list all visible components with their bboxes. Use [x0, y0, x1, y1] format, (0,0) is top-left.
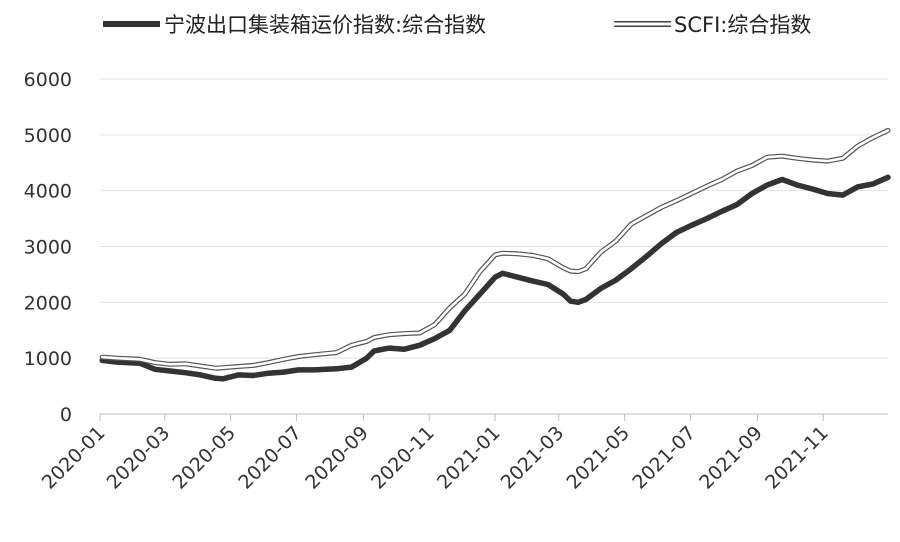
- x-tick-label: 2020-01: [38, 422, 110, 494]
- x-tick-label: 2021-03: [497, 422, 569, 494]
- x-tick-label: 2020-03: [103, 422, 175, 494]
- y-tick-label: 0: [60, 404, 72, 426]
- legend-entry-ningbo: 宁波出口集装箱运价指数:综合指数: [103, 13, 486, 37]
- x-tick-label: 2020-07: [234, 422, 306, 494]
- y-tick-label: 1000: [24, 348, 72, 370]
- y-tick-label: 6000: [24, 69, 72, 91]
- legend: 宁波出口集装箱运价指数:综合指数 SCFI:综合指数: [103, 13, 811, 37]
- gridlines: [100, 78, 888, 415]
- legend-entry-scfi: SCFI:综合指数: [614, 13, 811, 37]
- x-axis: 2020-012020-032020-052020-072020-092020-…: [38, 414, 833, 494]
- x-tick-label: 2021-11: [761, 422, 833, 494]
- legend-label-ningbo: 宁波出口集装箱运价指数:综合指数: [164, 13, 486, 37]
- x-tick-label: 2021-01: [433, 422, 505, 494]
- plot-area: [99, 127, 891, 382]
- series-line-ningbo: [99, 174, 891, 382]
- x-tick-label: 2020-05: [168, 422, 240, 494]
- x-tick-label: 2021-09: [695, 422, 767, 494]
- series-line-scfi: [100, 129, 890, 370]
- y-tick-label: 5000: [24, 125, 72, 147]
- x-tick-label: 2020-09: [301, 422, 373, 494]
- series-line-scfi-outline: [99, 127, 891, 371]
- y-tick-label: 3000: [24, 237, 72, 259]
- x-tick-label: 2021-05: [562, 422, 634, 494]
- x-tick-label: 2020-11: [367, 422, 439, 494]
- y-tick-label: 2000: [24, 292, 72, 314]
- y-axis: 0 1000 2000 3000 4000 5000 6000: [24, 69, 72, 426]
- legend-label-scfi: SCFI:综合指数: [674, 13, 811, 37]
- x-tick-label: 2021-07: [628, 422, 700, 494]
- y-tick-label: 4000: [24, 181, 72, 203]
